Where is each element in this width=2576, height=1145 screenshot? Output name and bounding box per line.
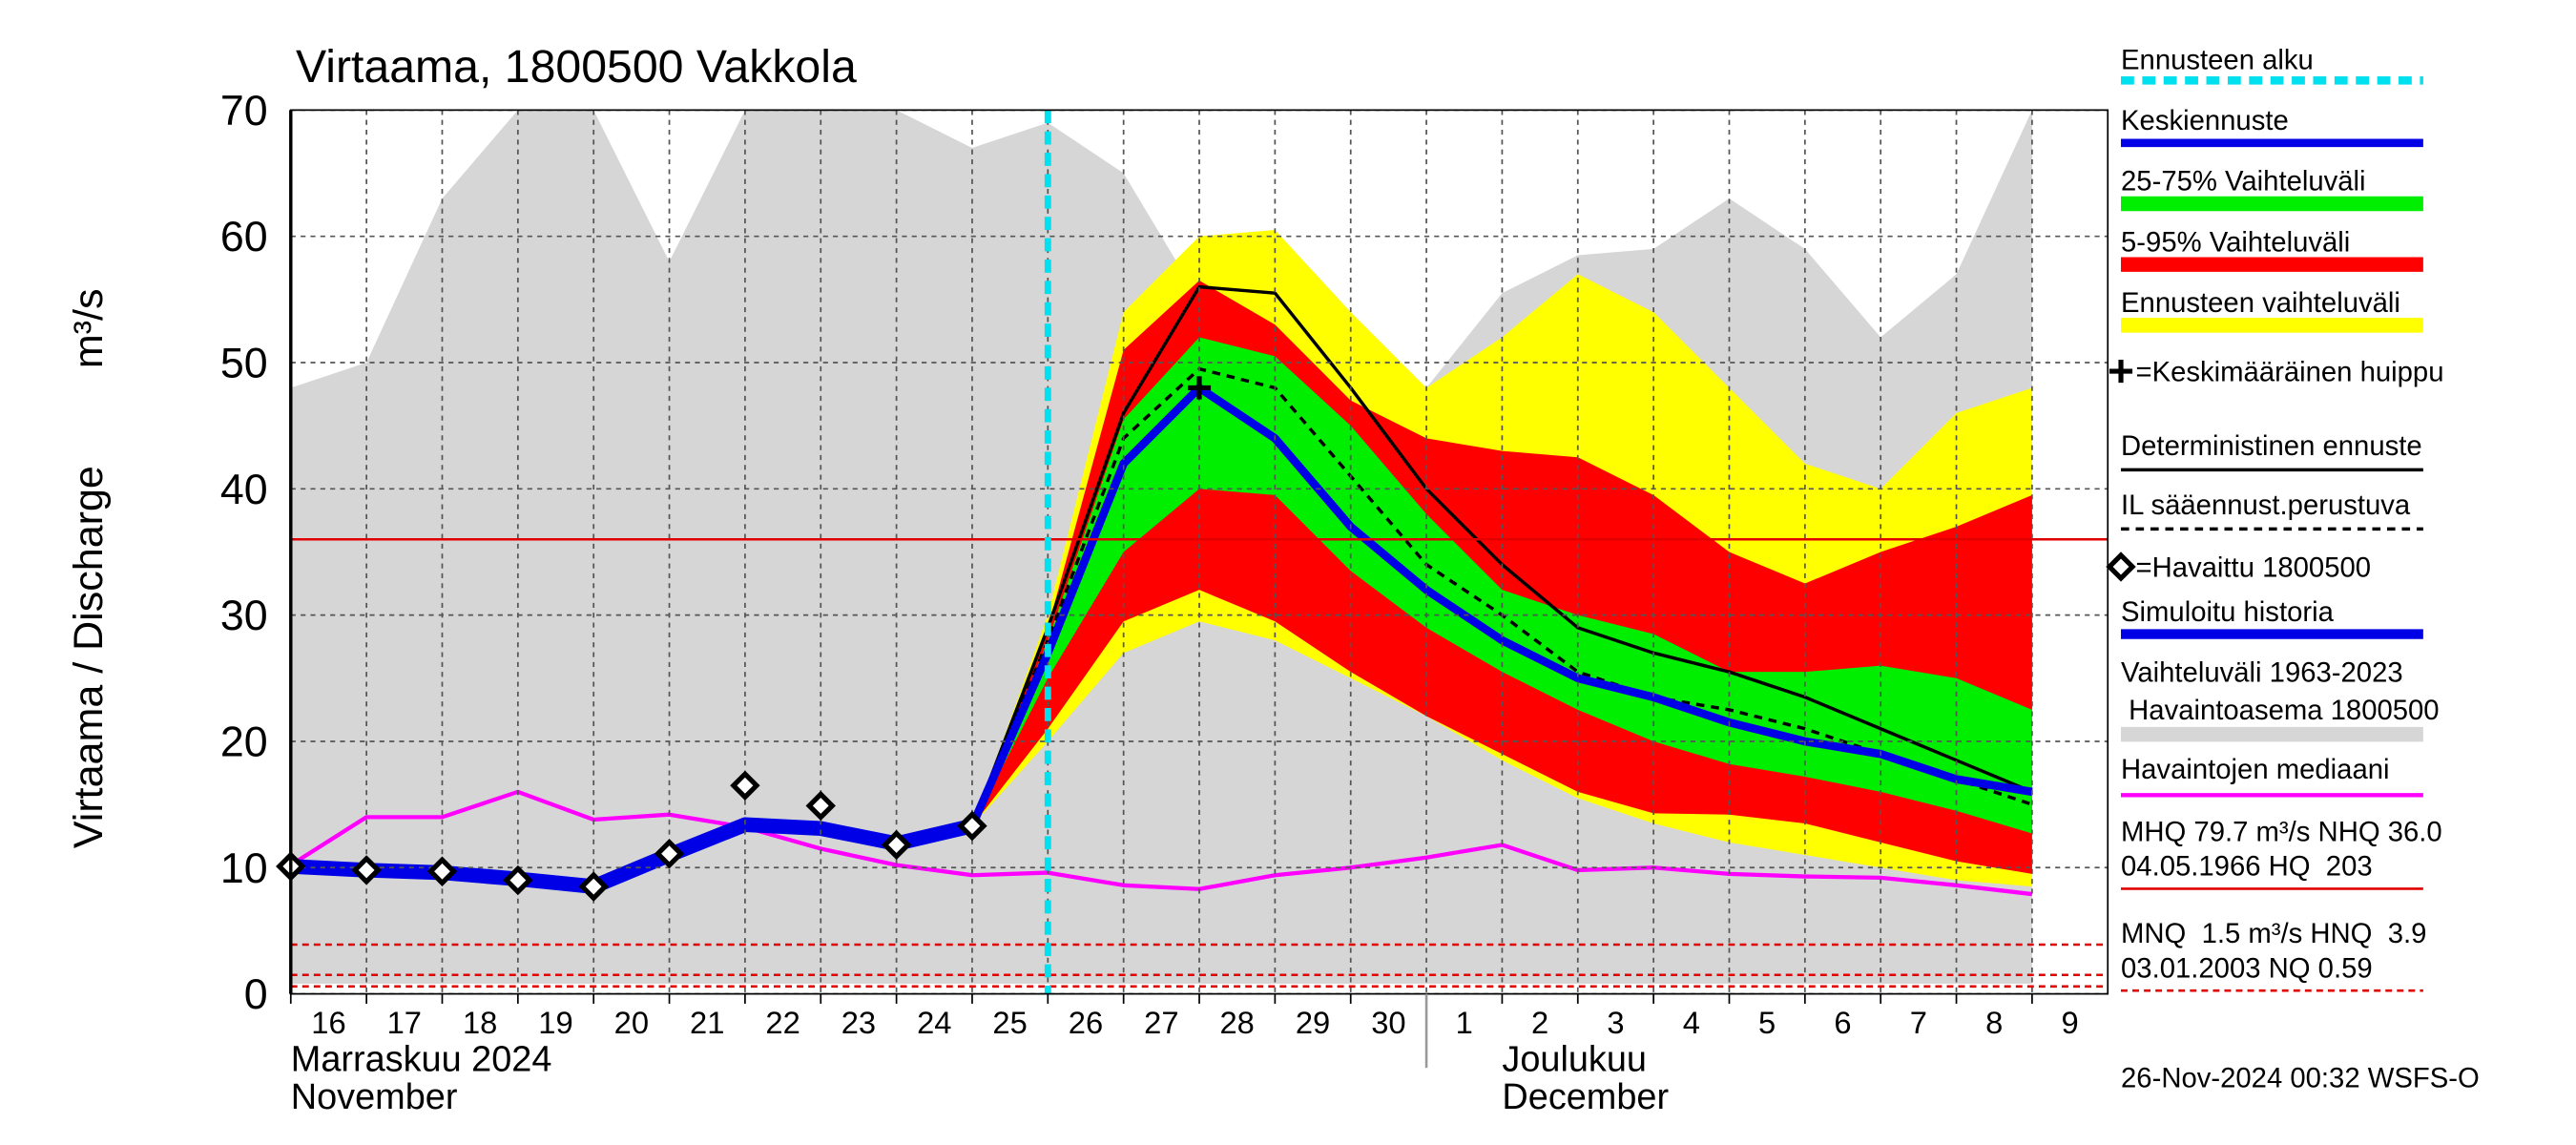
x-tick-label: 1 xyxy=(1456,1005,1473,1040)
legend-label: Deterministinen ennuste xyxy=(2121,431,2422,462)
y-tick-label: 50 xyxy=(220,339,268,386)
x-tick-label: 17 xyxy=(387,1005,422,1040)
line xyxy=(968,384,2033,828)
x-tick-label: 27 xyxy=(1144,1005,1178,1040)
x-tick-label: 16 xyxy=(311,1005,345,1040)
legend-label: Vaihteluväli 1963-2023 xyxy=(2121,657,2403,688)
x-tick-label: 8 xyxy=(1985,1005,2003,1040)
legend-label: MNQ 1.5 m³/s HNQ 3.9 xyxy=(2121,919,2426,949)
observed-marker xyxy=(426,856,458,886)
x-tick-label: 19 xyxy=(538,1005,572,1040)
x-tick-label: 2 xyxy=(1531,1005,1548,1040)
legend-label: Ennusteen alku xyxy=(2121,45,2314,75)
y-tick-label: 20 xyxy=(220,718,268,765)
y-tick-label: 30 xyxy=(220,592,268,639)
legend-label: =Keskimääräinen huippu xyxy=(2136,357,2444,387)
x-tick-label: 3 xyxy=(1607,1005,1624,1040)
band xyxy=(971,337,2032,834)
legend-label: =Havaittu 1800500 xyxy=(2136,552,2372,583)
y-axis-unit: m³/s xyxy=(66,289,112,369)
timestamp: 26-Nov-2024 00:32 WSFS-O xyxy=(2121,1064,2480,1094)
legend-label: Ennusteen vaihteluväli xyxy=(2121,288,2400,319)
y-tick-label: 70 xyxy=(220,87,268,135)
y-tick-label: 0 xyxy=(244,970,268,1018)
month-label: Marraskuu 2024 xyxy=(291,1040,552,1080)
observed-marker xyxy=(730,770,760,801)
x-tick-label: 7 xyxy=(1910,1005,1927,1040)
line xyxy=(290,817,974,894)
x-tick-label: 24 xyxy=(917,1005,951,1040)
legend-label: 04.05.1966 HQ 203 xyxy=(2121,852,2373,883)
legend-label: 25-75% Vaihteluväli xyxy=(2121,167,2366,198)
y-tick-label: 60 xyxy=(220,213,268,260)
x-tick-label: 25 xyxy=(992,1005,1027,1040)
chart-title: Virtaama, 1800500 Vakkola xyxy=(296,41,857,93)
month-label-en: November xyxy=(291,1077,458,1117)
legend-label: MHQ 79.7 m³/s NHQ 36.0 xyxy=(2121,817,2442,847)
x-tick-label: 5 xyxy=(1758,1005,1776,1040)
observed-marker xyxy=(805,790,836,822)
legend-observed-marker xyxy=(2106,552,2136,582)
observed-marker xyxy=(351,855,382,885)
month-label-en: December xyxy=(1502,1077,1669,1117)
y-tick-label: 10 xyxy=(220,844,268,892)
legend-label: 5-95% Vaihteluväli xyxy=(2121,227,2350,258)
x-tick-label: 29 xyxy=(1296,1005,1330,1040)
x-tick-label: 4 xyxy=(1683,1005,1700,1040)
legend-label: Havaintojen mediaani xyxy=(2121,755,2389,785)
plot xyxy=(290,110,2033,985)
line xyxy=(290,789,2033,897)
x-tick-label: 26 xyxy=(1069,1005,1103,1040)
observed-marker xyxy=(578,871,609,902)
x-tick-label: 28 xyxy=(1219,1005,1254,1040)
legend-label: 03.01.2003 NQ 0.59 xyxy=(2121,953,2373,984)
observed-marker xyxy=(881,829,912,861)
legend-label: Keskiennuste xyxy=(2121,106,2289,136)
x-tick-label: 30 xyxy=(1371,1005,1405,1040)
y-axis-label: Virtaama / Discharge xyxy=(66,466,112,848)
observed-marker xyxy=(503,864,533,896)
x-tick-label: 9 xyxy=(2061,1005,2078,1040)
x-tick-label: 21 xyxy=(690,1005,724,1040)
x-tick-label: 6 xyxy=(1834,1005,1851,1040)
legend-label: Simuloitu historia xyxy=(2121,597,2335,628)
observed-marker xyxy=(957,810,987,842)
x-tick-label: 23 xyxy=(841,1005,876,1040)
x-tick-label: 20 xyxy=(614,1005,649,1040)
mean-peak-marker xyxy=(1187,376,1212,400)
legend-label: IL sääennust.perustuva xyxy=(2121,490,2411,521)
observed-marker xyxy=(654,839,685,869)
legend-label: Havaintoasema 1800500 xyxy=(2121,696,2440,726)
x-tick-label: 18 xyxy=(463,1005,497,1040)
month-label: Joulukuu xyxy=(1502,1040,1647,1080)
legend-mean-peak xyxy=(2109,360,2133,384)
y-tick-label: 40 xyxy=(220,466,268,513)
x-tick-label: 22 xyxy=(765,1005,800,1040)
